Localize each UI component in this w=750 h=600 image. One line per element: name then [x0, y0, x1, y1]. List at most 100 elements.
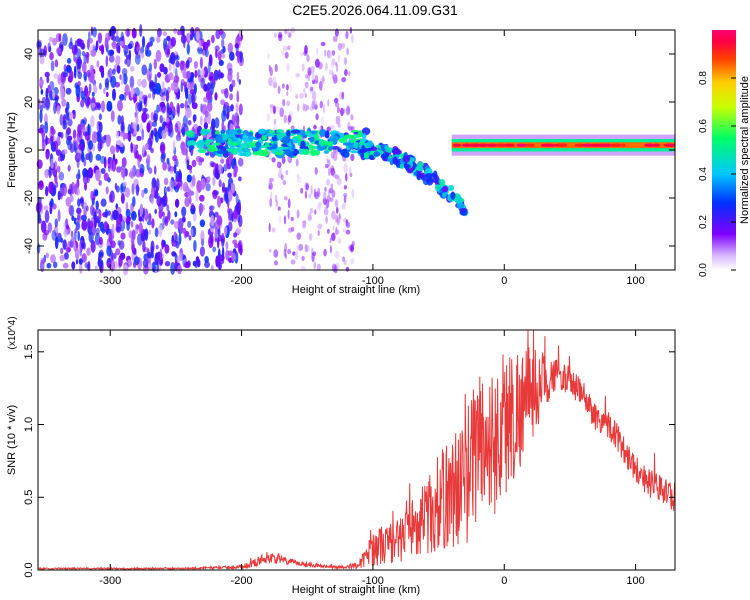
heatmap-cell: [173, 164, 177, 174]
heatmap-cell: [107, 165, 111, 173]
heatmap-cell: [345, 172, 348, 182]
heatmap-cell: [98, 209, 102, 221]
heatmap-cell: [124, 187, 131, 198]
heatmap-cell: [86, 247, 91, 256]
heatmap-cell: [156, 178, 160, 192]
heatmap-cell: [387, 158, 393, 162]
heatmap-cell: [46, 75, 50, 84]
heatmap-cell: [295, 73, 301, 78]
heatmap-cell: [327, 50, 333, 59]
heatmap-cell: [350, 153, 355, 162]
heatmap-cell: [353, 141, 359, 149]
heatmap-cell: [351, 34, 354, 44]
heatmap-cell: [338, 136, 348, 144]
heatmap-cell: [314, 104, 318, 110]
heatmap-cell: [255, 141, 262, 148]
heatmap-cell: [143, 187, 148, 194]
heatmap-cell: [314, 209, 317, 215]
heatmap-cell: [304, 81, 309, 89]
heatmap-cell: [146, 42, 150, 50]
heatmap-cell: [44, 98, 51, 111]
heatmap-cell: [450, 191, 456, 200]
heatmap-cell: [243, 148, 251, 152]
heatmap-cell: [189, 72, 195, 79]
heatmap-cell: [282, 83, 285, 89]
heatmap-cell: [342, 108, 346, 114]
heatmap-cell: [304, 182, 309, 191]
heatmap-cell: [224, 87, 229, 99]
heatmap-cell: [282, 99, 286, 107]
heatmap-cell: [212, 189, 218, 200]
heatmap-cell: [170, 261, 176, 275]
heatmap-cell: [156, 27, 162, 37]
heatmap-cell: [128, 49, 132, 61]
heatmap-cell: [184, 196, 190, 208]
heatmap-cell: [180, 82, 184, 93]
heatmap-cell: [325, 216, 328, 224]
heatmap-cell: [161, 81, 165, 93]
heatmap-cell: [346, 47, 349, 56]
heatmap-cell: [148, 213, 152, 222]
heatmap-cell: [170, 219, 175, 225]
heatmap-cell: [330, 125, 335, 129]
heatmap-cell: [58, 171, 65, 181]
heatmap-x-tick-label: -200: [231, 275, 253, 287]
heatmap-cell: [384, 152, 390, 157]
heatmap-cell: [173, 28, 178, 34]
heatmap-cell: [235, 227, 242, 234]
heatmap-cell: [334, 250, 340, 260]
heatmap-cell: [199, 194, 205, 202]
heatmap-cell: [278, 215, 282, 223]
heatmap-cell: [313, 124, 317, 130]
heatmap-cell: [74, 40, 78, 51]
heatmap-cell: [197, 139, 206, 146]
heatmap-cell: [61, 149, 68, 155]
heatmap-cell: [107, 32, 111, 41]
heatmap-cell: [311, 150, 321, 156]
heatmap-cell: [122, 181, 127, 187]
heatmap-cell: [141, 36, 146, 48]
heatmap-cell: [350, 114, 354, 121]
heatmap-cell: [199, 115, 203, 126]
heatmap-cell: [209, 205, 213, 217]
heatmap-cell: [138, 216, 143, 222]
heatmap-cell: [285, 169, 289, 176]
heatmap-region-steady-tone: [451, 134, 676, 156]
heatmap-cell: [89, 220, 94, 230]
heatmap-cell: [348, 144, 354, 150]
heatmap-cell: [341, 77, 347, 83]
heatmap-cell: [66, 101, 70, 111]
heatmap-cell: [286, 100, 291, 107]
heatmap-cell: [197, 148, 207, 154]
heatmap-cell: [291, 226, 295, 232]
heatmap-cell: [180, 34, 187, 44]
heatmap-cell: [237, 210, 241, 216]
heatmap-cell: [199, 157, 205, 163]
heatmap-cell: [287, 198, 291, 209]
heatmap-cell: [331, 232, 336, 242]
heatmap-cell: [43, 205, 49, 211]
heatmap-cell: [69, 111, 74, 120]
heatmap-cell: [341, 91, 345, 100]
heatmap-cell: [302, 149, 310, 155]
heatmap-cell: [78, 258, 83, 265]
heatmap-cell: [66, 127, 72, 135]
heatmap-cell: [42, 222, 46, 233]
heatmap-cell: [271, 157, 276, 163]
heatmap-cell: [44, 121, 49, 134]
heatmap-cell: [270, 107, 273, 114]
heatmap-cell: [208, 235, 214, 249]
heatmap-cell: [225, 241, 229, 250]
heatmap-cell: [45, 152, 50, 160]
heatmap-cell: [441, 185, 449, 193]
heatmap-cell: [162, 31, 167, 37]
heatmap-cell: [336, 217, 340, 227]
heatmap-cell: [304, 74, 309, 79]
heatmap-cell: [214, 45, 220, 52]
heatmap-cell: [62, 239, 67, 250]
heatmap-cell: [237, 240, 243, 252]
heatmap-cell: [242, 134, 248, 142]
heatmap-cell: [67, 135, 73, 141]
heatmap-cell: [185, 130, 195, 138]
